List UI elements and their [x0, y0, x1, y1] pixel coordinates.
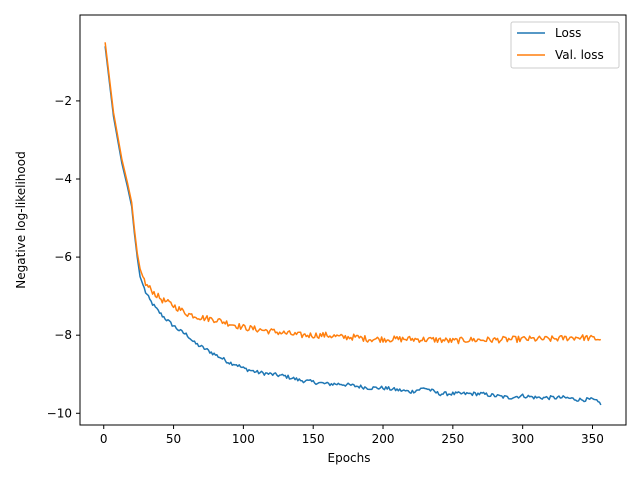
- y-tick-label: −6: [54, 250, 72, 264]
- x-tick-label: 0: [100, 432, 108, 446]
- y-tick-label: −2: [54, 94, 72, 108]
- y-axis: −10 −8 −6 −4 −2: [47, 94, 80, 420]
- x-tick-label: 50: [166, 432, 181, 446]
- legend-label-val-loss: Val. loss: [555, 48, 604, 62]
- x-axis: 0 50 100 150 200 250 300 350: [100, 425, 604, 446]
- series-layer: [104, 42, 602, 406]
- series-line-val-loss: [104, 42, 602, 345]
- plot-frame: [79, 14, 627, 426]
- series-line-loss: [104, 46, 602, 406]
- x-tick-label: 250: [441, 432, 464, 446]
- y-tick-label: −4: [54, 172, 72, 186]
- legend-label-loss: Loss: [555, 26, 581, 40]
- y-tick-label: −8: [54, 328, 72, 342]
- y-axis-label: Negative log-likelihood: [14, 151, 28, 288]
- legend: Loss Val. loss: [510, 21, 620, 69]
- x-tick-label: 200: [372, 432, 395, 446]
- x-tick-label: 100: [232, 432, 255, 446]
- x-tick-label: 150: [302, 432, 325, 446]
- x-tick-label: 350: [581, 432, 604, 446]
- x-tick-label: 300: [511, 432, 534, 446]
- x-axis-label: Epochs: [328, 451, 371, 465]
- y-tick-label: −10: [47, 406, 72, 420]
